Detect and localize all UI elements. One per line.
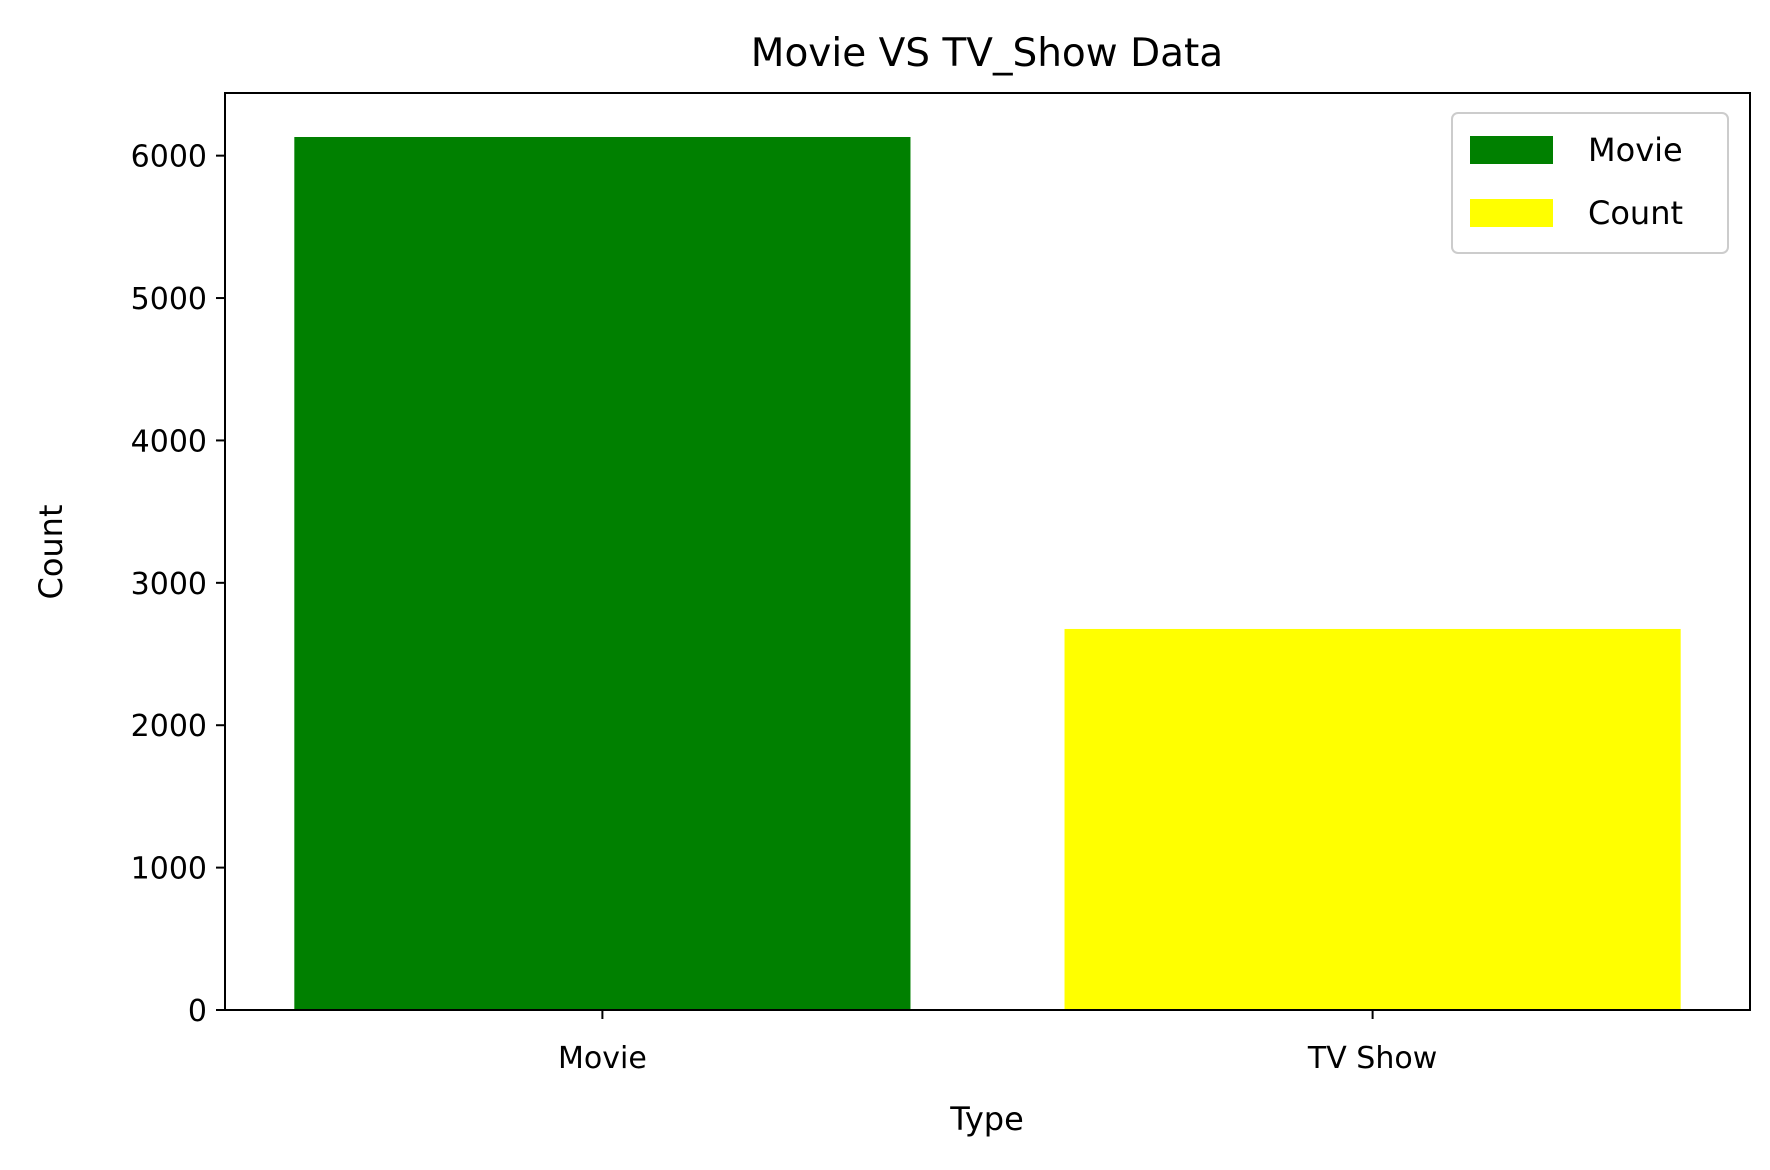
y-axis: 0 1000 2000 3000 4000 5000 6000 (131, 140, 225, 1029)
x-tick-label: TV Show (1307, 1041, 1437, 1076)
legend-swatch (1470, 136, 1553, 164)
plot-area-frame (224, 92, 1751, 1011)
legend: Movie Count (1451, 112, 1729, 254)
bar-movie (294, 136, 911, 1011)
legend-label: Count (1588, 194, 1683, 232)
y-tick-label: 2000 (131, 709, 207, 744)
y-tick-label: 1000 (131, 852, 207, 887)
chart-title: Movie VS TV_Show Data (751, 31, 1223, 76)
x-axis: Movie TV Show (558, 1010, 1437, 1076)
y-tick-label: 5000 (131, 282, 207, 317)
x-axis-label: Type (949, 1100, 1024, 1138)
y-axis-label: Count (32, 504, 70, 599)
y-tick-label: 0 (188, 994, 207, 1029)
legend-swatch (1470, 199, 1553, 227)
y-tick-label: 4000 (131, 424, 207, 459)
y-tick-label: 6000 (131, 140, 207, 175)
y-tick-label: 3000 (131, 567, 207, 602)
bars-layer (294, 136, 1681, 1011)
legend-label: Movie (1588, 131, 1683, 169)
x-tick-label: Movie (558, 1041, 647, 1076)
legend-items: Movie Count (1470, 131, 1683, 232)
bar-tv-show (1064, 628, 1681, 1010)
